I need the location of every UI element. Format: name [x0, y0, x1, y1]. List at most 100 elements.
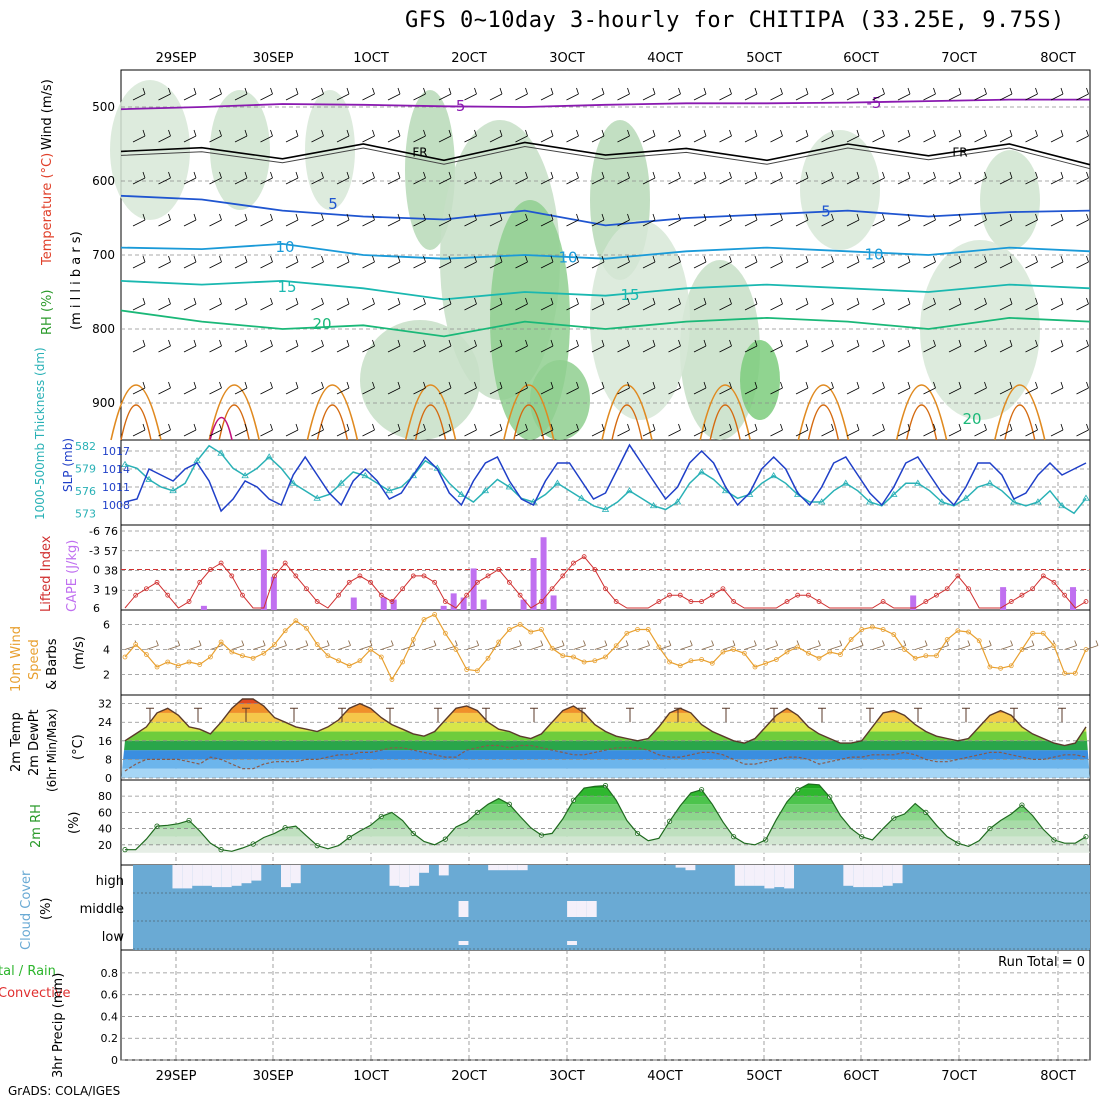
wind10-barb [359, 640, 373, 650]
wind-barb [948, 129, 962, 143]
wind-barb [362, 423, 375, 437]
wind-barb [234, 87, 248, 101]
warm-contour [110, 384, 162, 441]
wind-barb [311, 339, 324, 353]
warm-contour [1004, 404, 1036, 441]
date-tick-bottom: 6OCT [843, 1069, 879, 1084]
date-tick-bottom: 8OCT [1040, 1069, 1076, 1084]
wind-barb [413, 423, 426, 437]
wind-barb [438, 339, 452, 353]
li-marker [506, 579, 512, 585]
temp-minmax-bar [386, 707, 394, 723]
temp-minmax-bar [1058, 707, 1066, 723]
li-marker [229, 573, 235, 579]
wind-barb [285, 297, 299, 311]
wind10-barb [167, 640, 181, 650]
wind-barb [132, 381, 146, 395]
wind-barb [846, 297, 860, 311]
wind-barb [311, 423, 324, 437]
wind-barb [285, 339, 299, 353]
precip-tick: 0.2 [101, 1032, 119, 1045]
wind-barb [489, 213, 503, 227]
wind-barb [770, 87, 783, 101]
wind-barb [795, 339, 809, 353]
wind-barb [234, 423, 248, 437]
wind-barb [234, 381, 248, 395]
wind-barb [668, 381, 681, 395]
wind-barb [464, 297, 477, 311]
wind-barb [897, 381, 911, 395]
li-marker [1019, 592, 1025, 598]
wind-barb [158, 171, 171, 185]
wind10-barb [188, 640, 202, 650]
wind-barb [515, 171, 528, 185]
li-marker [1008, 599, 1014, 604]
wind-barb [336, 297, 350, 311]
li-marker [560, 573, 566, 579]
wind-barb [438, 381, 452, 395]
slp-tick: 1008 [102, 499, 130, 512]
thickness-ylabel: 1000-500mb Thickness (dm) [33, 347, 47, 520]
wind-barb [1076, 381, 1089, 395]
wind-barb [336, 213, 350, 227]
li-marker [720, 586, 726, 592]
wind-barb [234, 171, 248, 185]
li-marker [400, 586, 406, 592]
wind-barb [311, 129, 324, 143]
wind-barb [668, 339, 681, 353]
wind-barb [540, 339, 554, 353]
slp-tick: 1011 [102, 481, 130, 494]
wind-barb [1076, 339, 1089, 353]
wind-barb [362, 255, 375, 269]
wind10-barb [295, 640, 309, 650]
wind10-tick: 4 [103, 644, 110, 657]
wind-barb [719, 213, 732, 227]
date-tick-top: 4OCT [647, 51, 683, 66]
wind-barb [999, 255, 1013, 269]
wind-barb [1025, 171, 1038, 185]
wind-barb [260, 297, 273, 311]
wind-barb [438, 255, 452, 269]
isotherm-4 [120, 309, 1091, 338]
li-marker [944, 586, 950, 592]
clear-sky-high [843, 865, 854, 886]
wind-barb [413, 213, 426, 227]
wind-barb [744, 297, 758, 311]
wind-barb [285, 381, 299, 395]
li-marker [346, 579, 352, 585]
wind-barb [438, 213, 452, 227]
warm-contour [895, 384, 948, 441]
wind-barb [285, 423, 299, 437]
panel-frame [120, 609, 1091, 696]
wind-barb [923, 129, 936, 143]
wind-barb [260, 255, 273, 269]
freezing-line [120, 145, 1091, 170]
li-tick: -6 [89, 525, 100, 538]
wind-barb [974, 297, 987, 311]
wind-barb [693, 255, 707, 269]
wind-barb [591, 381, 605, 395]
wind-barb [489, 339, 503, 353]
temp-minmax-bar [290, 707, 298, 723]
wind-barb [744, 129, 758, 143]
wind-barb [1025, 255, 1038, 269]
temp-minmax-bar [626, 707, 634, 723]
temp-minmax-bar [242, 707, 250, 723]
li-marker [1030, 586, 1036, 592]
wind-barb [1050, 129, 1064, 143]
clear-sky-high [399, 865, 410, 888]
freezing-line [120, 141, 1091, 166]
wind-barb [183, 171, 197, 185]
wind-barb [719, 87, 732, 101]
li-marker [581, 554, 587, 560]
li-marker [143, 586, 149, 592]
thickness-line-marker [625, 486, 634, 494]
wind-barb [897, 213, 911, 227]
date-tick-bottom: 2OCT [451, 1069, 487, 1084]
wind10-barb [765, 640, 779, 650]
li-marker [165, 592, 171, 598]
wind10-barb [252, 640, 266, 650]
wind-barb [183, 129, 197, 143]
wind10-barb [1000, 640, 1013, 650]
clear-sky-high [882, 865, 893, 886]
